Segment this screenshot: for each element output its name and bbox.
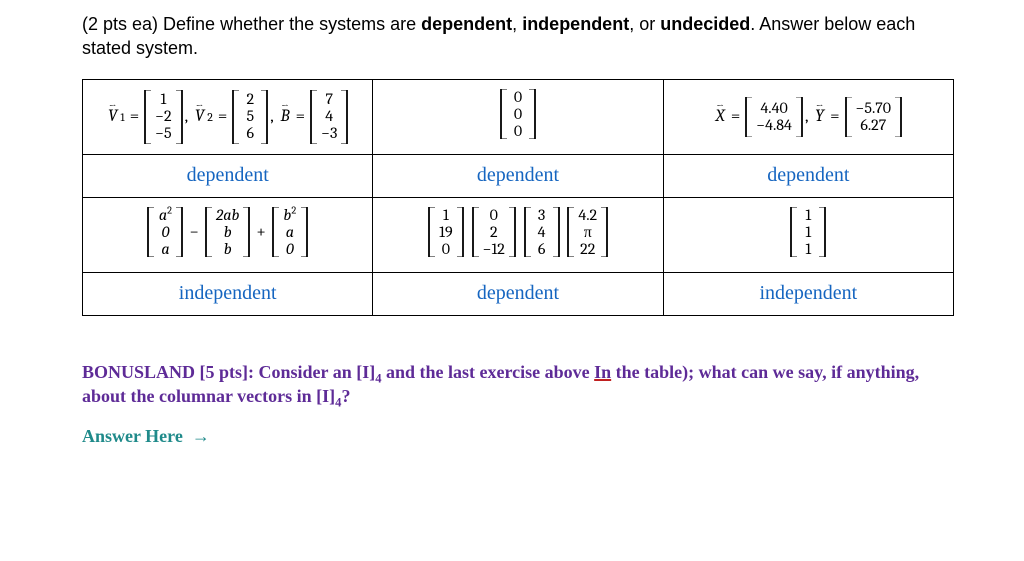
cell-1-2: 000 <box>373 79 663 154</box>
table-row: independent dependent independent <box>83 272 954 315</box>
answer-1-1: dependent <box>83 154 373 197</box>
answer-1-3: dependent <box>663 154 953 197</box>
table-row: V1=1−2−5 , V2=256 , B=74−3 000 X=4.40−4.… <box>83 79 954 154</box>
cell-2-3: 111 <box>663 197 953 272</box>
cell-1-1: V1=1−2−5 , V2=256 , B=74−3 <box>83 79 373 154</box>
cell-1-3: X=4.40−4.84 , Y=−5.706.27 <box>663 79 953 154</box>
cell-2-2: 1190 02−12 346 4.2π22 <box>373 197 663 272</box>
instr-mid1: , <box>512 14 522 34</box>
answer-here-label: Answer Here <box>82 426 183 446</box>
cell-2-1: a20a−2abbb+b2a0 <box>83 197 373 272</box>
kw-dependent: dependent <box>421 14 512 34</box>
bonus-mid1: and the last exercise above <box>382 362 595 382</box>
instr-mid2: , or <box>629 14 660 34</box>
bonus-in-underline: In <box>594 362 611 382</box>
answer-2-2: dependent <box>373 272 663 315</box>
bonus-end: ? <box>341 386 350 406</box>
instruction-text: (2 pts ea) Define whether the systems ar… <box>82 12 954 61</box>
bonus-text: BONUSLAND [5 pts]: Consider an [I]4 and … <box>82 360 954 409</box>
answer-here-prompt: Answer Here → <box>82 426 954 447</box>
answer-2-1: independent <box>83 272 373 315</box>
kw-independent: independent <box>522 14 629 34</box>
kw-undecided: undecided <box>660 14 750 34</box>
bonus-pre: BONUSLAND [5 pts]: Consider an [I] <box>82 362 375 382</box>
arrow-right-icon: → <box>192 426 210 446</box>
table-row: a20a−2abbb+b2a0 1190 02−12 346 4.2π22 11… <box>83 197 954 272</box>
instr-pre: (2 pts ea) Define whether the systems ar… <box>82 14 421 34</box>
systems-table: V1=1−2−5 , V2=256 , B=74−3 000 X=4.40−4.… <box>82 79 954 316</box>
answer-1-2: dependent <box>373 154 663 197</box>
answer-2-3: independent <box>663 272 953 315</box>
table-row: dependent dependent dependent <box>83 154 954 197</box>
